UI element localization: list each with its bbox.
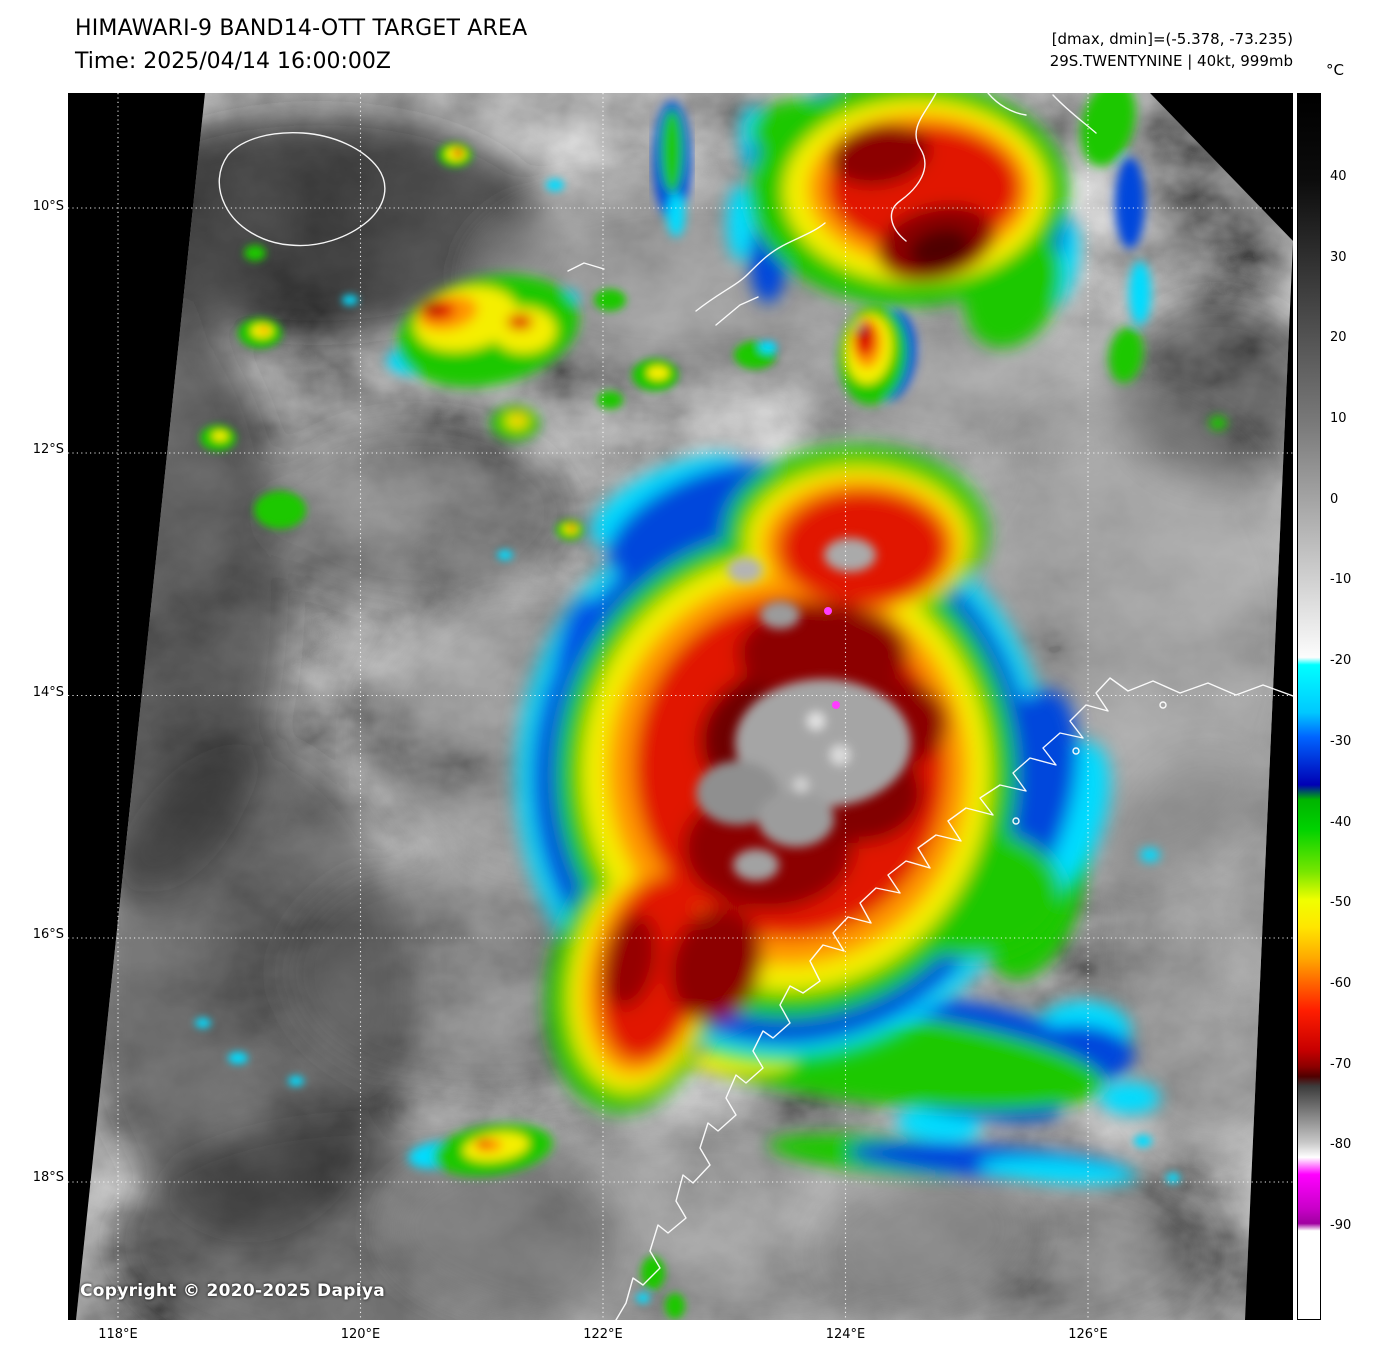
lat-tick-label: 16°S	[32, 927, 64, 943]
satellite-image	[68, 93, 1293, 1320]
colorbar-unit-label: °C	[1326, 61, 1344, 79]
product-time: Time: 2025/04/14 16:00:00Z	[75, 49, 391, 74]
cyclone-extreme-tops	[824, 607, 840, 709]
lon-tick-label: 122°E	[583, 1327, 623, 1342]
grid-lines	[68, 93, 1293, 1320]
storm-info: 29S.TWENTYNINE | 40kt, 999mb	[1049, 52, 1293, 70]
lon-tick-label: 118°E	[98, 1327, 138, 1342]
lon-tick-label: 124°E	[825, 1327, 866, 1342]
map-plot-area: Copyright © 2020-2025 Dapiya	[68, 93, 1293, 1320]
colorbar-tick-label: -90	[1330, 1217, 1352, 1233]
lon-tick-label: 126°E	[1068, 1327, 1108, 1342]
lat-tick-label: 14°S	[32, 684, 64, 700]
colorbar-tick-label: -70	[1330, 1056, 1352, 1072]
lat-tick-label: 12°S	[32, 441, 64, 457]
lat-tick-label: 18°S	[32, 1170, 64, 1185]
northwest-cluster	[387, 274, 579, 440]
northern-convective-complex	[727, 93, 1079, 348]
colorbar-tick-label: -40	[1330, 814, 1352, 830]
coast-kimberley	[615, 677, 1293, 1320]
copyright-label: Copyright © 2020-2025 Dapiya	[80, 1281, 385, 1301]
colorbar-tick-label: 0	[1330, 491, 1339, 507]
colorbar-tick-label: -10	[1330, 572, 1352, 588]
lat-tick-label: 10°S	[32, 199, 64, 214]
colorbar-tick-label: -50	[1330, 895, 1352, 911]
scattered-cells	[195, 143, 1180, 1319]
colorbar	[1297, 93, 1321, 1320]
header-right: [dmax, dmin]=(-5.378, -73.235) 29S.TWENT…	[1050, 28, 1293, 72]
lon-tick-label: 120°E	[340, 1327, 381, 1342]
data-swath	[76, 93, 1293, 1320]
colorbar-tick-label: 20	[1330, 330, 1347, 346]
dmax-dmin-readout: [dmax, dmin]=(-5.378, -73.235)	[1051, 30, 1293, 48]
header-left: HIMAWARI-9 BAND14-OTT TARGET AREA Time: …	[75, 16, 527, 74]
northeast-cloud-streaks	[1080, 93, 1227, 862]
colorbar-tick-label: 10	[1330, 411, 1347, 427]
cyclone-overshoot-tops	[696, 538, 911, 881]
colorbar-tick-label: -20	[1330, 653, 1352, 669]
north-cloud-streak	[653, 101, 691, 237]
colorbar-tick-label: -30	[1330, 733, 1352, 749]
coastlines	[218, 93, 1293, 1320]
southwest-cell	[408, 1123, 553, 1177]
colorbar-tick-label: 30	[1330, 249, 1347, 265]
isolated-cell-north	[838, 305, 917, 405]
product-title: HIMAWARI-9 BAND14-OTT TARGET AREA	[75, 16, 528, 41]
colorbar-tick-label: 40	[1330, 169, 1347, 184]
colorbar-tick-label: -60	[1330, 975, 1352, 991]
colorbar-tick-label: -80	[1330, 1137, 1352, 1153]
